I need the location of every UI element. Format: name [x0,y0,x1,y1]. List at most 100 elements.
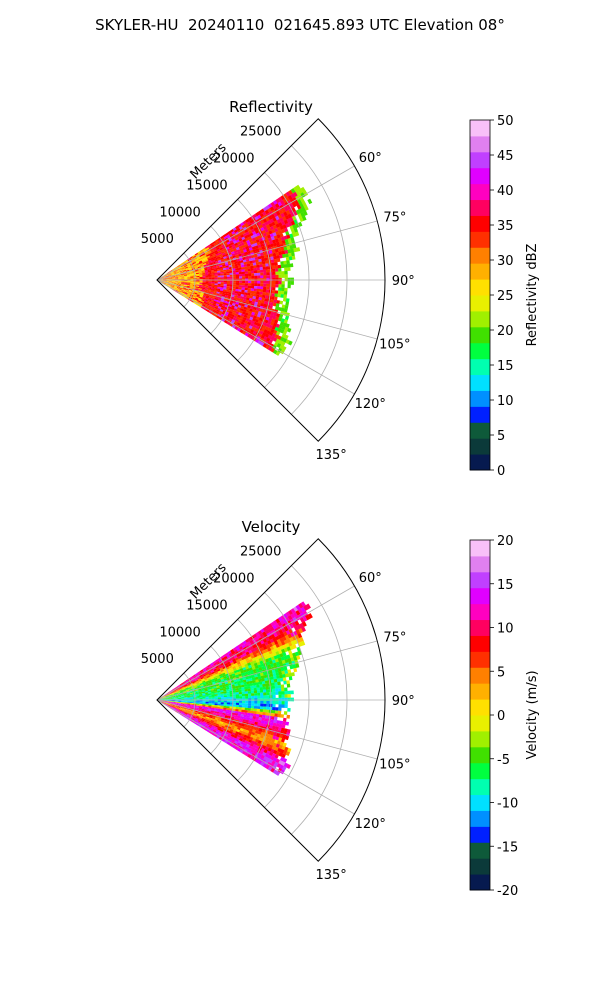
echo-cell [254,738,259,743]
echo-cell [180,287,184,289]
echo-cell [270,328,275,334]
echo-cell [270,243,275,248]
echo-cell [212,246,217,251]
azimuth-spoke [156,220,378,281]
echo-cell [226,654,231,658]
echo-cell [241,289,245,293]
echo-cell [175,276,179,278]
echo-cell [299,202,305,209]
echo-cell [216,248,221,252]
echo-cell [182,688,186,691]
echo-cell [247,236,252,241]
echo-cell [274,668,279,673]
echo-cell [272,722,277,727]
echo-cell [258,714,263,718]
echo-cell [231,663,236,668]
echo-cell [248,695,252,699]
echo-cell [241,285,246,288]
echo-cell [236,258,241,262]
echo-cell [200,250,205,254]
echo-cell [181,267,186,270]
echo-cell [239,727,244,732]
echo-cell [274,713,278,718]
echo-cell [254,700,258,704]
colorbar-label: Velocity (m/s) [525,670,540,759]
echo-cell [172,697,176,699]
echo-cell [246,307,251,311]
echo-cell [292,652,297,658]
echo-cell [256,742,261,747]
echo-cell [213,662,218,666]
echo-cell [178,267,182,270]
echo-cell [221,714,226,718]
echo-cell [273,675,277,680]
echo-cell [275,331,281,336]
echo-cell [167,271,170,274]
echo-cell [173,271,178,274]
echo-cell [217,678,221,681]
echo-cell [175,697,179,699]
echo-cell [172,688,176,691]
echo-cell [268,250,273,255]
echo-cell [202,681,207,685]
echo-cell [181,278,185,279]
echo-cell [244,312,249,316]
echo-cell [186,693,191,695]
echo-cell [262,269,267,273]
echo-cell [180,273,184,276]
echo-cell [247,690,252,694]
echo-cell [214,697,218,700]
echo-cell [171,704,175,707]
echo-cell [201,258,205,261]
echo-cell [230,296,235,300]
echo-cell [225,723,230,727]
echo-cell [286,245,291,251]
echo-cell [235,704,240,708]
echo-cell [210,308,214,312]
colorbar-segment [470,699,490,716]
echo-cell [160,280,164,281]
echo-cell [210,243,215,248]
echo-cell [177,703,182,705]
echo-cell [186,294,190,297]
echo-cell [202,716,206,720]
echo-cell [290,632,295,638]
echo-cell [229,659,234,664]
echo-cell [169,281,173,283]
echo-cell [198,672,202,675]
echo-cell [250,234,255,239]
echo-cell [181,698,185,700]
echo-cell [181,282,185,284]
echo-cell [176,690,180,693]
echo-cell [231,264,236,267]
colorbar-segment [470,135,490,153]
echo-cell [184,696,188,698]
echo-cell [222,264,226,267]
echo-cell [211,312,215,316]
echo-cell [187,685,191,688]
echo-cell [172,281,176,283]
echo-cell [284,267,288,272]
echo-cell [171,282,176,284]
echo-cell [170,285,175,288]
echo-cell [216,735,220,739]
echo-cell [213,242,218,246]
echo-cell [166,701,170,702]
echo-cell [220,249,225,253]
echo-cell [301,626,306,633]
echo-cell [177,695,182,697]
echo-cell [211,725,216,729]
echo-cell [163,698,167,700]
echo-cell [216,720,221,723]
echo-cell [290,281,294,285]
range-tick-label: 10000 [159,625,200,640]
echo-cell [259,709,264,713]
echo-cell [272,204,278,210]
echo-cell [230,648,235,653]
echo-cell [198,688,202,691]
echo-cell [216,288,221,291]
echo-cell [280,619,285,625]
echo-cell [246,670,251,675]
echo-cell [207,676,211,680]
echo-cell [240,262,244,266]
